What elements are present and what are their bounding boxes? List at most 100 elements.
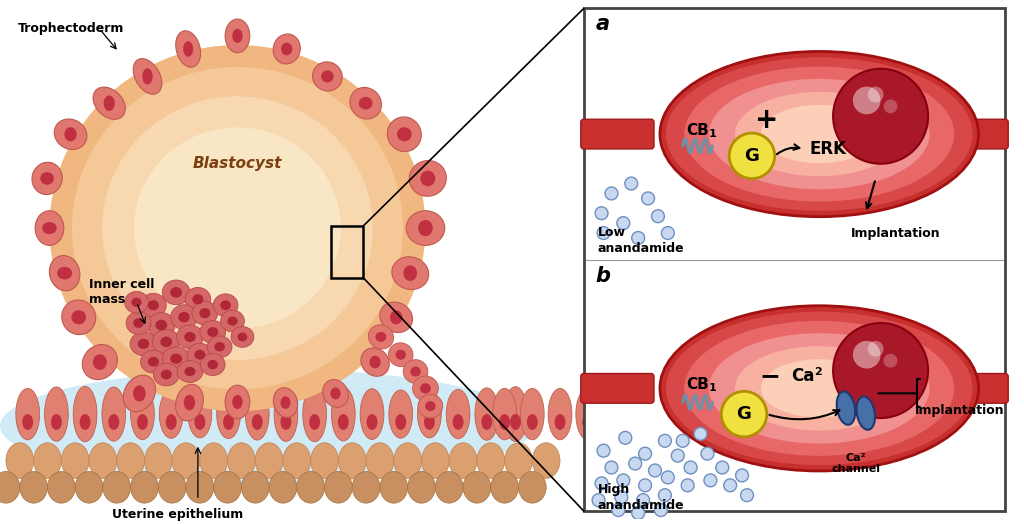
Circle shape [616, 474, 630, 487]
Ellipse shape [312, 62, 342, 91]
Circle shape [595, 207, 608, 220]
Ellipse shape [388, 343, 413, 367]
Circle shape [632, 507, 644, 519]
Ellipse shape [123, 375, 156, 412]
Ellipse shape [352, 472, 380, 503]
Ellipse shape [6, 443, 34, 478]
Ellipse shape [134, 127, 341, 329]
Text: Implantation: Implantation [851, 226, 940, 239]
Ellipse shape [242, 472, 269, 503]
Ellipse shape [137, 414, 147, 430]
Ellipse shape [350, 88, 382, 119]
Ellipse shape [0, 472, 19, 503]
Circle shape [625, 177, 638, 190]
Ellipse shape [175, 384, 204, 421]
Ellipse shape [154, 363, 179, 386]
Ellipse shape [309, 414, 321, 430]
Circle shape [853, 341, 881, 368]
Ellipse shape [75, 472, 102, 503]
Ellipse shape [225, 385, 250, 419]
Ellipse shape [709, 79, 930, 189]
Ellipse shape [407, 211, 444, 245]
Ellipse shape [453, 414, 464, 430]
Ellipse shape [126, 312, 151, 334]
Ellipse shape [397, 127, 412, 141]
Ellipse shape [403, 359, 428, 384]
Ellipse shape [183, 395, 196, 410]
Ellipse shape [142, 68, 153, 84]
Ellipse shape [170, 287, 182, 298]
Ellipse shape [207, 336, 232, 358]
Circle shape [729, 133, 775, 179]
Text: Uterine epithelium: Uterine epithelium [113, 508, 244, 521]
Circle shape [648, 464, 662, 477]
Ellipse shape [125, 291, 148, 313]
Text: −: − [759, 365, 780, 388]
Circle shape [632, 232, 644, 244]
Ellipse shape [207, 327, 218, 337]
Ellipse shape [325, 472, 352, 503]
Ellipse shape [390, 310, 402, 324]
Ellipse shape [450, 443, 477, 478]
Ellipse shape [332, 387, 355, 441]
Ellipse shape [49, 45, 425, 411]
Ellipse shape [200, 321, 225, 343]
FancyBboxPatch shape [581, 374, 654, 403]
Circle shape [676, 434, 689, 447]
Circle shape [595, 477, 608, 490]
Ellipse shape [80, 414, 90, 430]
Ellipse shape [72, 67, 402, 389]
Ellipse shape [0, 369, 535, 483]
Ellipse shape [856, 397, 874, 430]
Ellipse shape [477, 443, 505, 478]
Ellipse shape [217, 390, 241, 439]
Ellipse shape [504, 387, 527, 442]
Ellipse shape [659, 305, 979, 471]
Circle shape [618, 431, 632, 444]
Ellipse shape [610, 414, 621, 430]
Ellipse shape [140, 293, 166, 317]
Ellipse shape [102, 387, 126, 441]
Ellipse shape [23, 414, 33, 430]
Ellipse shape [200, 308, 210, 318]
Circle shape [884, 354, 897, 367]
Text: ERK: ERK [809, 140, 847, 158]
Ellipse shape [303, 386, 327, 442]
Ellipse shape [475, 388, 499, 440]
Ellipse shape [214, 472, 242, 503]
Ellipse shape [191, 301, 218, 325]
Ellipse shape [638, 414, 648, 430]
Ellipse shape [269, 472, 297, 503]
Ellipse shape [72, 310, 86, 324]
Ellipse shape [281, 414, 292, 430]
Ellipse shape [103, 95, 115, 111]
Circle shape [592, 494, 605, 507]
Ellipse shape [176, 325, 204, 349]
Circle shape [629, 457, 642, 470]
Ellipse shape [102, 472, 131, 503]
Ellipse shape [367, 443, 394, 478]
Ellipse shape [195, 414, 205, 430]
Ellipse shape [65, 127, 77, 141]
Ellipse shape [232, 29, 243, 43]
Text: G: G [744, 147, 760, 165]
Circle shape [605, 461, 617, 474]
Ellipse shape [255, 443, 283, 478]
Ellipse shape [89, 443, 117, 478]
Circle shape [735, 469, 749, 482]
Circle shape [694, 428, 707, 440]
Ellipse shape [273, 34, 300, 64]
Ellipse shape [232, 395, 243, 409]
Ellipse shape [323, 379, 348, 407]
Circle shape [684, 461, 697, 474]
Ellipse shape [184, 367, 196, 376]
Circle shape [834, 323, 928, 418]
Ellipse shape [425, 401, 435, 411]
Ellipse shape [147, 357, 159, 366]
Ellipse shape [44, 387, 69, 441]
Ellipse shape [338, 443, 367, 478]
Ellipse shape [47, 472, 75, 503]
Circle shape [597, 226, 610, 239]
Ellipse shape [322, 70, 334, 82]
Ellipse shape [227, 316, 238, 326]
